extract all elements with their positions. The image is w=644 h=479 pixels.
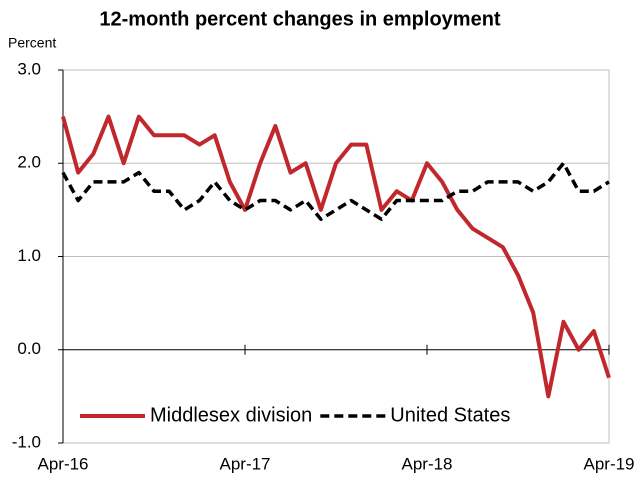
legend-label: Middlesex division xyxy=(150,404,312,426)
y-axis-label: Percent xyxy=(8,35,56,51)
x-tick-label: Apr-17 xyxy=(219,454,270,473)
chart-title: 12-month percent changes in employment xyxy=(99,8,501,30)
y-tick-label: 1.0 xyxy=(17,246,41,265)
y-tick-label: 0.0 xyxy=(17,339,41,358)
series-line xyxy=(61,161,610,221)
y-tick-label: -1.0 xyxy=(12,432,41,451)
series-line xyxy=(61,114,611,399)
y-tick-label: 2.0 xyxy=(17,153,41,172)
legend-label: United States xyxy=(390,404,510,426)
x-tick-label: Apr-18 xyxy=(401,454,452,473)
x-tick-label: Apr-19 xyxy=(583,454,634,473)
x-tick-label: Apr-16 xyxy=(37,454,88,473)
y-tick-label: 3.0 xyxy=(17,59,41,78)
